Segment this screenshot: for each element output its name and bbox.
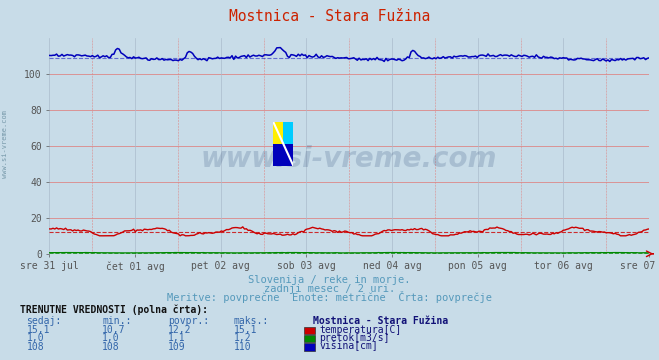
Text: 15,1: 15,1 <box>234 325 258 335</box>
Text: Mostnica - Stara Fužina: Mostnica - Stara Fužina <box>313 316 448 326</box>
Text: 109: 109 <box>168 342 186 352</box>
Bar <box>273 122 283 144</box>
Text: maks.:: maks.: <box>234 316 269 326</box>
Text: Mostnica - Stara Fužina: Mostnica - Stara Fužina <box>229 9 430 24</box>
Text: višina[cm]: višina[cm] <box>320 341 378 352</box>
Text: 1,0: 1,0 <box>26 333 44 343</box>
Text: sedaj:: sedaj: <box>26 316 61 326</box>
Text: temperatura[C]: temperatura[C] <box>320 325 402 335</box>
Text: 1,2: 1,2 <box>234 333 252 343</box>
Text: TRENUTNE VREDNOSTI (polna črta):: TRENUTNE VREDNOSTI (polna črta): <box>20 305 208 315</box>
Text: zadnji mesec / 2 uri.: zadnji mesec / 2 uri. <box>264 284 395 294</box>
Text: pretok[m3/s]: pretok[m3/s] <box>320 333 390 343</box>
Text: 110: 110 <box>234 342 252 352</box>
Text: 1,1: 1,1 <box>168 333 186 343</box>
Text: 10,7: 10,7 <box>102 325 126 335</box>
Text: 15,1: 15,1 <box>26 325 50 335</box>
Text: www.si-vreme.com: www.si-vreme.com <box>2 110 9 178</box>
Text: povpr.:: povpr.: <box>168 316 209 326</box>
Text: 108: 108 <box>26 342 44 352</box>
Text: min.:: min.: <box>102 316 132 326</box>
Bar <box>273 144 293 166</box>
Bar <box>283 122 293 144</box>
Text: www.si-vreme.com: www.si-vreme.com <box>201 145 498 173</box>
Text: 1,0: 1,0 <box>102 333 120 343</box>
Text: 108: 108 <box>102 342 120 352</box>
Text: Slovenija / reke in morje.: Slovenija / reke in morje. <box>248 275 411 285</box>
Text: 12,2: 12,2 <box>168 325 192 335</box>
Text: Meritve: povprečne  Enote: metrične  Črta: povprečje: Meritve: povprečne Enote: metrične Črta:… <box>167 291 492 303</box>
